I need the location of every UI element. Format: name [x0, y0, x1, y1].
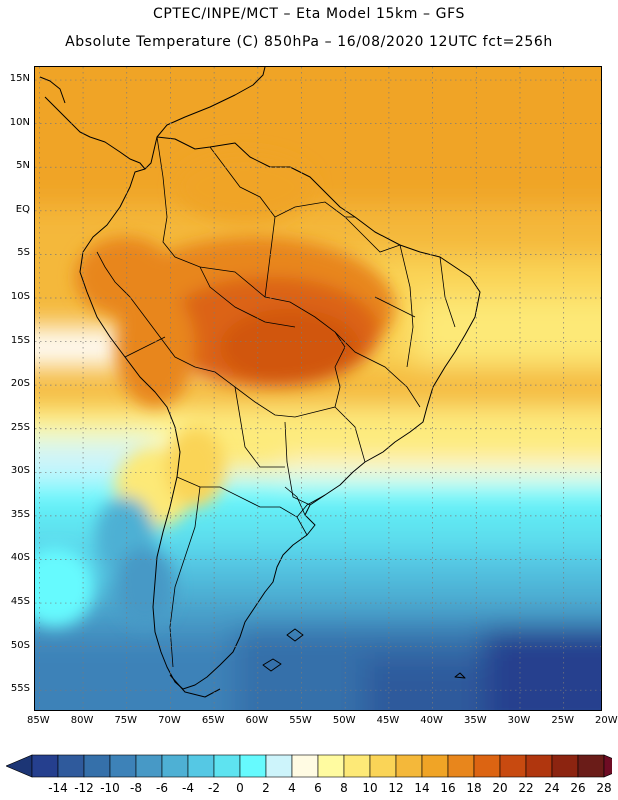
longitude-label: 75W: [114, 715, 138, 726]
colorbar-swatch: [31, 754, 59, 778]
colorbar-label: -4: [182, 781, 194, 795]
colorbar-label: 2: [262, 781, 270, 795]
latitude-label: 40S: [10, 552, 30, 564]
colorbar-swatch: [473, 754, 501, 778]
colorbar-label: -6: [156, 781, 168, 795]
colorbar-swatch: [525, 754, 553, 778]
colorbar-label: 12: [388, 781, 404, 795]
colorbar-swatch: [161, 754, 189, 778]
temperature-map: [35, 67, 601, 710]
colorbar-label: 0: [236, 781, 244, 795]
colorbar-swatch: [551, 754, 579, 778]
colorbar-swatch: [317, 754, 345, 778]
colorbar-label: 4: [288, 781, 296, 795]
colorbar-label: 14: [414, 781, 430, 795]
colorbar-label: -14: [48, 781, 68, 795]
coastlines: [39, 67, 481, 698]
colorbar-swatch: [109, 754, 137, 778]
longitude-label: 55W: [289, 715, 312, 726]
latitude-label: 30S: [10, 465, 30, 477]
longitude-label: 50W: [332, 715, 356, 726]
latitude-label: 45S: [10, 596, 30, 608]
longitude-label: 60W: [245, 715, 269, 726]
colorbar-swatch: [447, 754, 475, 778]
colorbar-label: 18: [466, 781, 482, 795]
colorbar-label: 20: [492, 781, 508, 795]
colorbar-swatch: [239, 754, 267, 778]
latitude-label: 10S: [10, 290, 30, 302]
colorbar-label: 26: [570, 781, 586, 795]
latitude-label: 25S: [10, 421, 30, 433]
colorbar-swatch: [369, 754, 397, 778]
title-line-2: Absolute Temperature (C) 850hPa – 16/08/…: [65, 34, 553, 50]
colorbar-label: 28: [596, 781, 612, 795]
colorbar-label: -10: [100, 781, 120, 795]
latitude-label: 5S: [17, 247, 30, 259]
latitude-label: 15S: [10, 334, 30, 346]
longitude-label: 40W: [420, 715, 443, 726]
colorbar-swatch: [265, 754, 293, 778]
longitude-label: 70W: [158, 715, 181, 726]
map-panel: [34, 66, 602, 711]
warm-core: [35, 152, 395, 627]
latitude-label: 20S: [10, 378, 30, 390]
latitude-label: 35S: [10, 508, 30, 520]
colorbar-label: -8: [130, 781, 142, 795]
colorbar-swatch: [421, 754, 449, 778]
colorbar-swatch: [577, 754, 605, 778]
colorbar-label: 24: [544, 781, 560, 795]
colorbar-label: -12: [74, 781, 94, 795]
latitude-label: 5N: [16, 160, 30, 172]
latitude-label: EQ: [15, 203, 30, 215]
longitude-label: 80W: [70, 715, 94, 726]
colorbar-swatch: [395, 754, 423, 778]
colorbar-label: 22: [518, 781, 534, 795]
colorbar-swatch: [343, 754, 371, 778]
colorbar-label: 16: [440, 781, 456, 795]
longitude-label: 65W: [201, 715, 225, 726]
colorbar-swatch: [291, 754, 319, 778]
title-line-1: CPTEC/INPE/MCT – Eta Model 15km – GFS: [152, 6, 466, 22]
longitude-label: 35W: [463, 715, 487, 726]
colorbar-label: 10: [362, 781, 378, 795]
latitude-label: 50S: [10, 639, 30, 651]
latitude-label: 55S: [10, 683, 30, 695]
colorbar-swatch: [83, 754, 111, 778]
temperature-field: [35, 67, 601, 710]
colorbar-label: 6: [314, 781, 322, 795]
latitude-label: 15N: [9, 73, 30, 85]
longitude-label: 20W: [595, 715, 618, 726]
colorbar-high-arrow: [603, 754, 612, 778]
colorbar-label: -2: [208, 781, 220, 795]
colorbar-swatch: [213, 754, 241, 778]
longitude-label: 30W: [507, 715, 531, 726]
colorbar-swatch: [57, 754, 85, 778]
colorbar-swatch: [135, 754, 163, 778]
colorbar-swatch: [187, 754, 215, 778]
longitude-label: 85W: [27, 715, 50, 726]
colorbar: [6, 754, 612, 778]
colorbar-swatch: [499, 754, 527, 778]
colorbar-low-arrow: [6, 754, 33, 778]
latitude-label: 10N: [9, 116, 30, 128]
colorbar-label: 8: [340, 781, 348, 795]
country-borders: [96, 136, 456, 668]
longitude-label: 25W: [551, 715, 574, 726]
longitude-label: 45W: [376, 715, 400, 726]
